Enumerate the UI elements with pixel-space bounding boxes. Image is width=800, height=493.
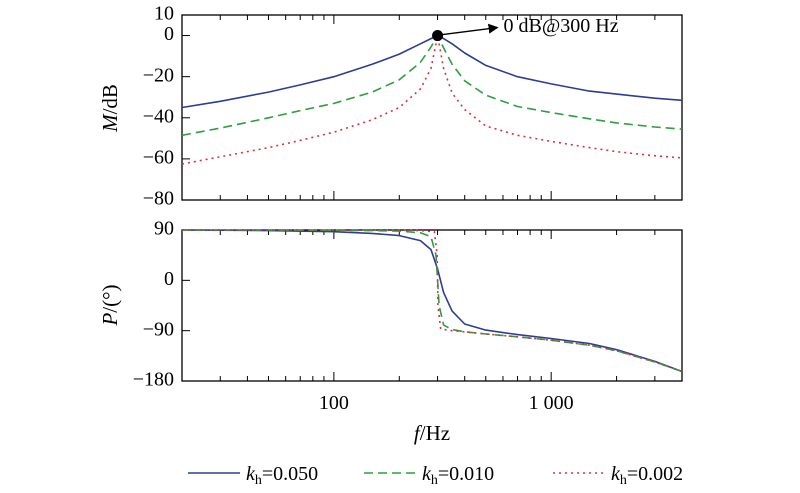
magnitude-y-ticks: 100 −20 −40 −60 −80 bbox=[143, 3, 190, 210]
series-line-1 bbox=[181, 229, 683, 373]
magnitude-series bbox=[181, 34, 683, 165]
x-tick-label: 1 000 bbox=[529, 392, 574, 414]
y-tick-label: −180 bbox=[133, 369, 174, 391]
phase-panel: 100 1 000 90 0 −90 −180 P/(°) f/Hz bbox=[98, 218, 683, 445]
y-tick-label: −20 bbox=[143, 64, 174, 86]
phase-y-axis-label: P/(°) bbox=[98, 284, 122, 326]
y-tick-label: 90 bbox=[154, 218, 174, 240]
series-line-3 bbox=[182, 229, 683, 373]
y-tick-label: 0 bbox=[164, 23, 174, 45]
annotation-arrow bbox=[442, 23, 499, 36]
x-axis-label: f/Hz bbox=[414, 421, 450, 445]
x-tick-label: 100 bbox=[319, 392, 349, 414]
legend-label-2: kh=0.010 bbox=[422, 463, 494, 488]
peak-marker bbox=[432, 30, 444, 42]
magnitude-panel: 100 −20 −40 −60 −80 M/dB 0 dB@300 Hz bbox=[98, 3, 683, 210]
legend-label-3: kh=0.002 bbox=[611, 463, 683, 488]
phase-x-ticks: 100 1 000 bbox=[181, 230, 683, 414]
phase-plot-frame bbox=[181, 229, 683, 382]
phase-series bbox=[181, 229, 683, 373]
magnitude-plot-frame bbox=[181, 14, 683, 201]
series-line-2 bbox=[181, 34, 683, 137]
phase-y-ticks: 90 0 −90 −180 bbox=[133, 218, 190, 391]
annotation-text: 0 dB@300 Hz bbox=[504, 15, 619, 37]
peak-annotation: 0 dB@300 Hz bbox=[432, 15, 619, 42]
magnitude-y-axis-label: M/dB bbox=[98, 84, 122, 133]
y-tick-label: −90 bbox=[143, 318, 174, 340]
magnitude-x-ticks bbox=[181, 15, 683, 200]
y-tick-label: 0 bbox=[164, 268, 174, 290]
y-tick-label: 10 bbox=[154, 3, 174, 25]
series-line-3 bbox=[181, 34, 683, 165]
svg-text:P/(°): P/(°) bbox=[98, 284, 122, 326]
legend: kh=0.050 kh=0.010 kh=0.002 bbox=[188, 463, 683, 488]
y-tick-label: −60 bbox=[143, 146, 174, 168]
legend-label-1: kh=0.050 bbox=[246, 463, 318, 488]
svg-text:M/dB: M/dB bbox=[98, 84, 122, 133]
y-tick-label: −80 bbox=[143, 188, 174, 210]
y-tick-label: −40 bbox=[143, 105, 174, 127]
